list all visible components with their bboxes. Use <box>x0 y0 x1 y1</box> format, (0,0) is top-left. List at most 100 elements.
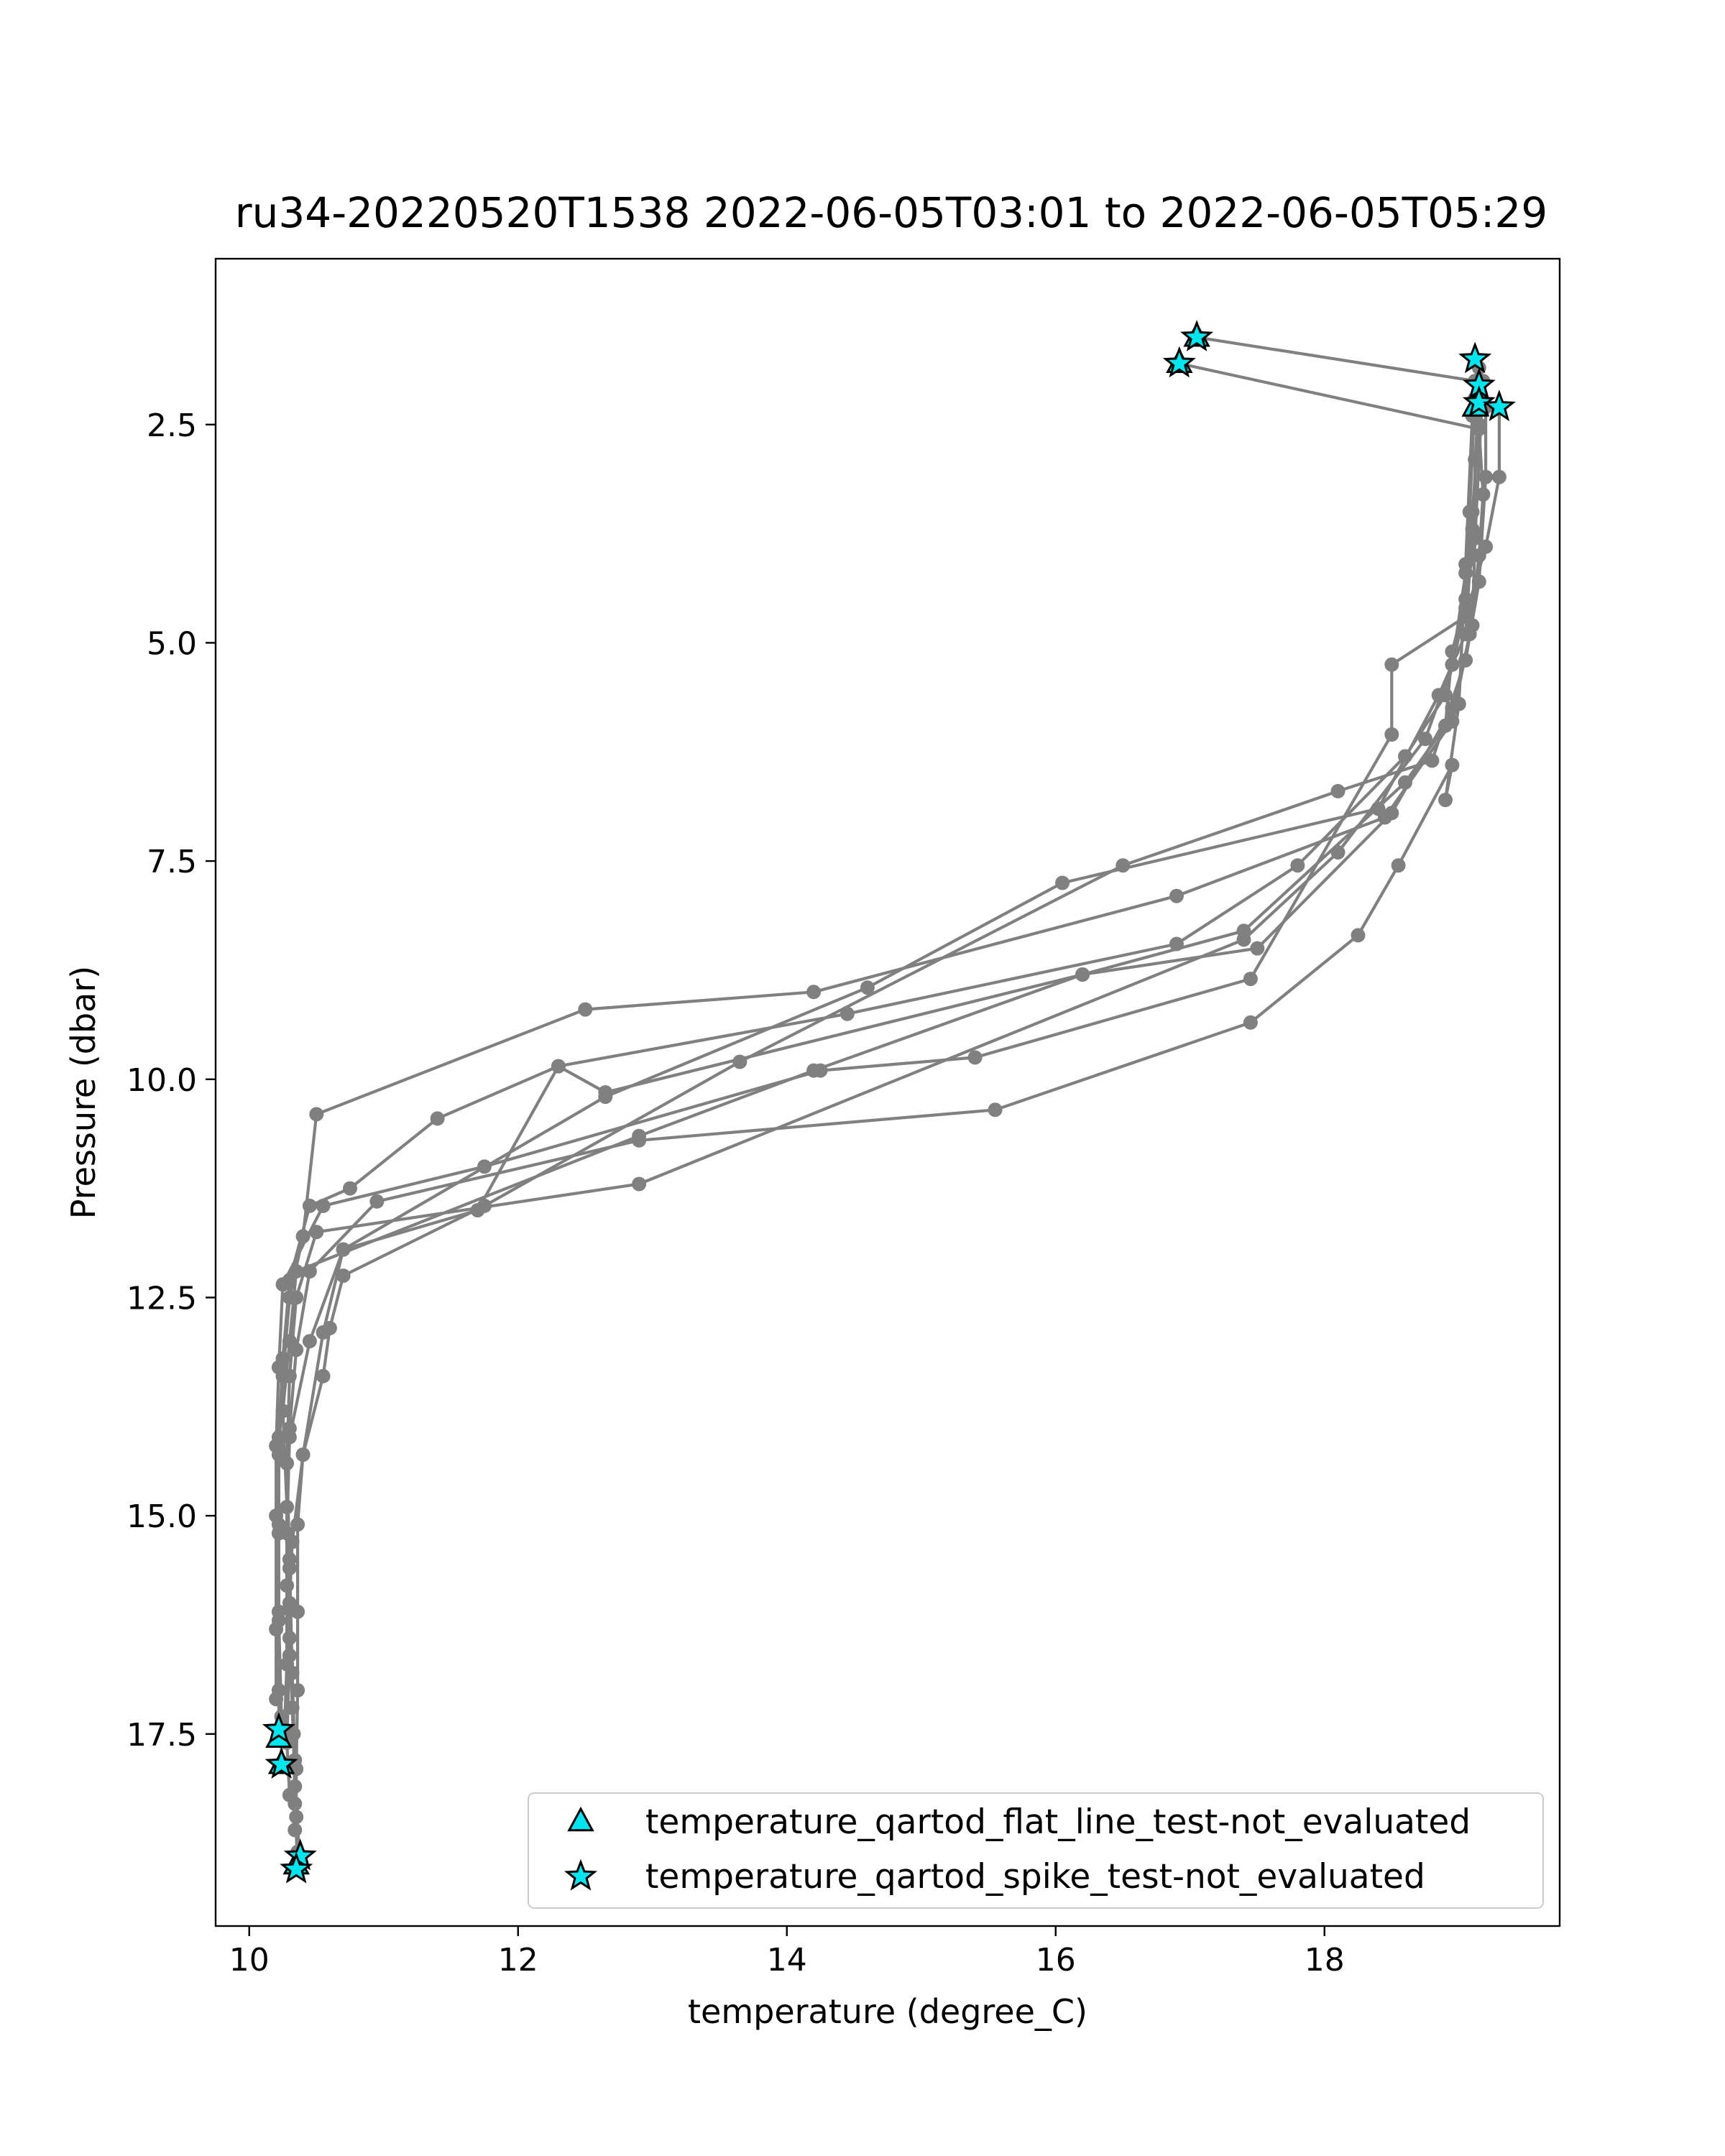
profile-point <box>343 1181 357 1196</box>
profile-point <box>470 1203 485 1217</box>
profile-point <box>280 1456 295 1471</box>
profile-point <box>1055 875 1070 890</box>
profile-point <box>1465 618 1480 633</box>
legend-star-icon <box>564 1858 598 1891</box>
flag-star-marker <box>1180 320 1214 351</box>
y-tick-label: 15.0 <box>126 1498 197 1535</box>
profile-point <box>1438 718 1453 733</box>
profile-point <box>1418 732 1432 747</box>
profile-point <box>289 1290 304 1305</box>
profile-point <box>1075 967 1090 982</box>
legend-triangle-icon <box>567 1806 594 1832</box>
x-axis-ticks: 10 12 14 16 18 <box>229 1926 1345 1978</box>
profile-point <box>302 1334 317 1349</box>
plot-frame <box>214 257 1561 1927</box>
legend-items: temperature_qartod_flat_line_test-not_ev… <box>564 1802 1471 1897</box>
flag-star-marker <box>280 1851 313 1884</box>
profile-point <box>1476 487 1491 502</box>
profile-point <box>1398 775 1412 790</box>
profile-point <box>288 1779 303 1794</box>
profile-point <box>282 1421 297 1436</box>
profile-point <box>316 1368 331 1383</box>
chart-title: ru34-20220520T1538 2022-06-05T03:01 to 2… <box>235 188 1547 237</box>
profile-line <box>282 415 1474 1738</box>
profile-point <box>578 1002 593 1017</box>
legend-label: temperature_qartod_flat_line_test-not_ev… <box>645 1802 1471 1842</box>
profile-point <box>632 1133 647 1148</box>
y-axis-ticks: 2.5 5.0 7.5 10.0 12.5 15.0 17.5 <box>126 407 216 1754</box>
x-axis-label: temperature (degree_C) <box>688 1992 1087 2031</box>
profile-point <box>275 1277 290 1292</box>
y-tick-label: 17.5 <box>126 1717 197 1754</box>
profile-point <box>1462 505 1477 520</box>
profile-point <box>285 1534 300 1549</box>
flag-markers <box>262 320 1516 1884</box>
profile-point <box>336 1242 351 1257</box>
profile-point <box>269 1508 284 1524</box>
flag-star-marker <box>262 1712 295 1744</box>
profile-point <box>1330 783 1346 798</box>
profile-point <box>551 1059 566 1074</box>
profile-point <box>1290 858 1305 873</box>
x-tick-label: 14 <box>767 1942 807 1978</box>
legend-label: temperature_qartod_spike_test-not_evalua… <box>645 1857 1425 1897</box>
profile-point <box>269 1622 284 1636</box>
legend: temperature_qartod_flat_line_test-not_ev… <box>528 1792 1544 1909</box>
profile-point <box>598 1085 613 1100</box>
profile-point <box>275 1404 290 1419</box>
profile-point <box>285 1700 300 1715</box>
profile-point <box>288 1823 303 1838</box>
profile-point <box>316 1198 331 1213</box>
profile-point <box>1384 727 1399 742</box>
flag-star-marker <box>283 1838 317 1871</box>
profile-point <box>430 1111 445 1126</box>
profile-point <box>1478 469 1494 484</box>
profile-point <box>369 1194 385 1209</box>
profile-point <box>1243 972 1258 987</box>
profile-point <box>1243 1015 1258 1030</box>
legend-box <box>528 1792 1544 1909</box>
profile-point <box>1438 793 1453 808</box>
y-axis-label: Pressure (dbar) <box>64 966 103 1219</box>
profile-point <box>289 1342 304 1358</box>
profile-point <box>1169 888 1184 903</box>
profile-point <box>1478 539 1494 554</box>
flag-star-marker <box>1462 385 1496 418</box>
profile-point <box>271 1360 286 1375</box>
profile-point <box>309 1107 324 1122</box>
profile-point <box>269 1692 284 1707</box>
x-tick-label: 12 <box>498 1942 538 1978</box>
profile-point <box>309 1225 324 1240</box>
profile-point <box>1384 657 1399 672</box>
y-tick-label: 7.5 <box>147 844 197 880</box>
profile-point <box>806 1063 822 1078</box>
x-tick-label: 18 <box>1305 1942 1345 1978</box>
y-tick-label: 12.5 <box>126 1280 197 1317</box>
profile-point <box>1445 757 1460 773</box>
profile-point <box>269 1438 284 1453</box>
profile-point <box>282 1552 297 1567</box>
profile-point <box>1451 696 1466 711</box>
profile-point <box>632 1176 647 1192</box>
profile-point <box>1391 858 1406 873</box>
profile-point <box>1250 941 1265 956</box>
y-tick-label: 2.5 <box>147 407 197 444</box>
profile-point <box>282 1595 297 1611</box>
flag-star-marker <box>1162 346 1196 378</box>
flag-star-marker <box>264 1747 298 1779</box>
profile-point <box>1351 928 1366 943</box>
profile-point <box>1425 753 1440 768</box>
profile-point <box>1384 806 1399 821</box>
profile-point <box>336 1268 351 1284</box>
flag-star-marker <box>1458 341 1492 374</box>
profile-point <box>1458 591 1473 607</box>
profile-point <box>1491 469 1506 484</box>
flag-star-marker <box>1482 390 1516 422</box>
profile-point <box>806 985 822 1000</box>
profile-point <box>1468 530 1483 545</box>
profile-point <box>295 1447 310 1462</box>
profile-point <box>860 980 875 995</box>
x-tick-label: 16 <box>1036 1942 1076 1978</box>
profile-point <box>988 1102 1003 1118</box>
